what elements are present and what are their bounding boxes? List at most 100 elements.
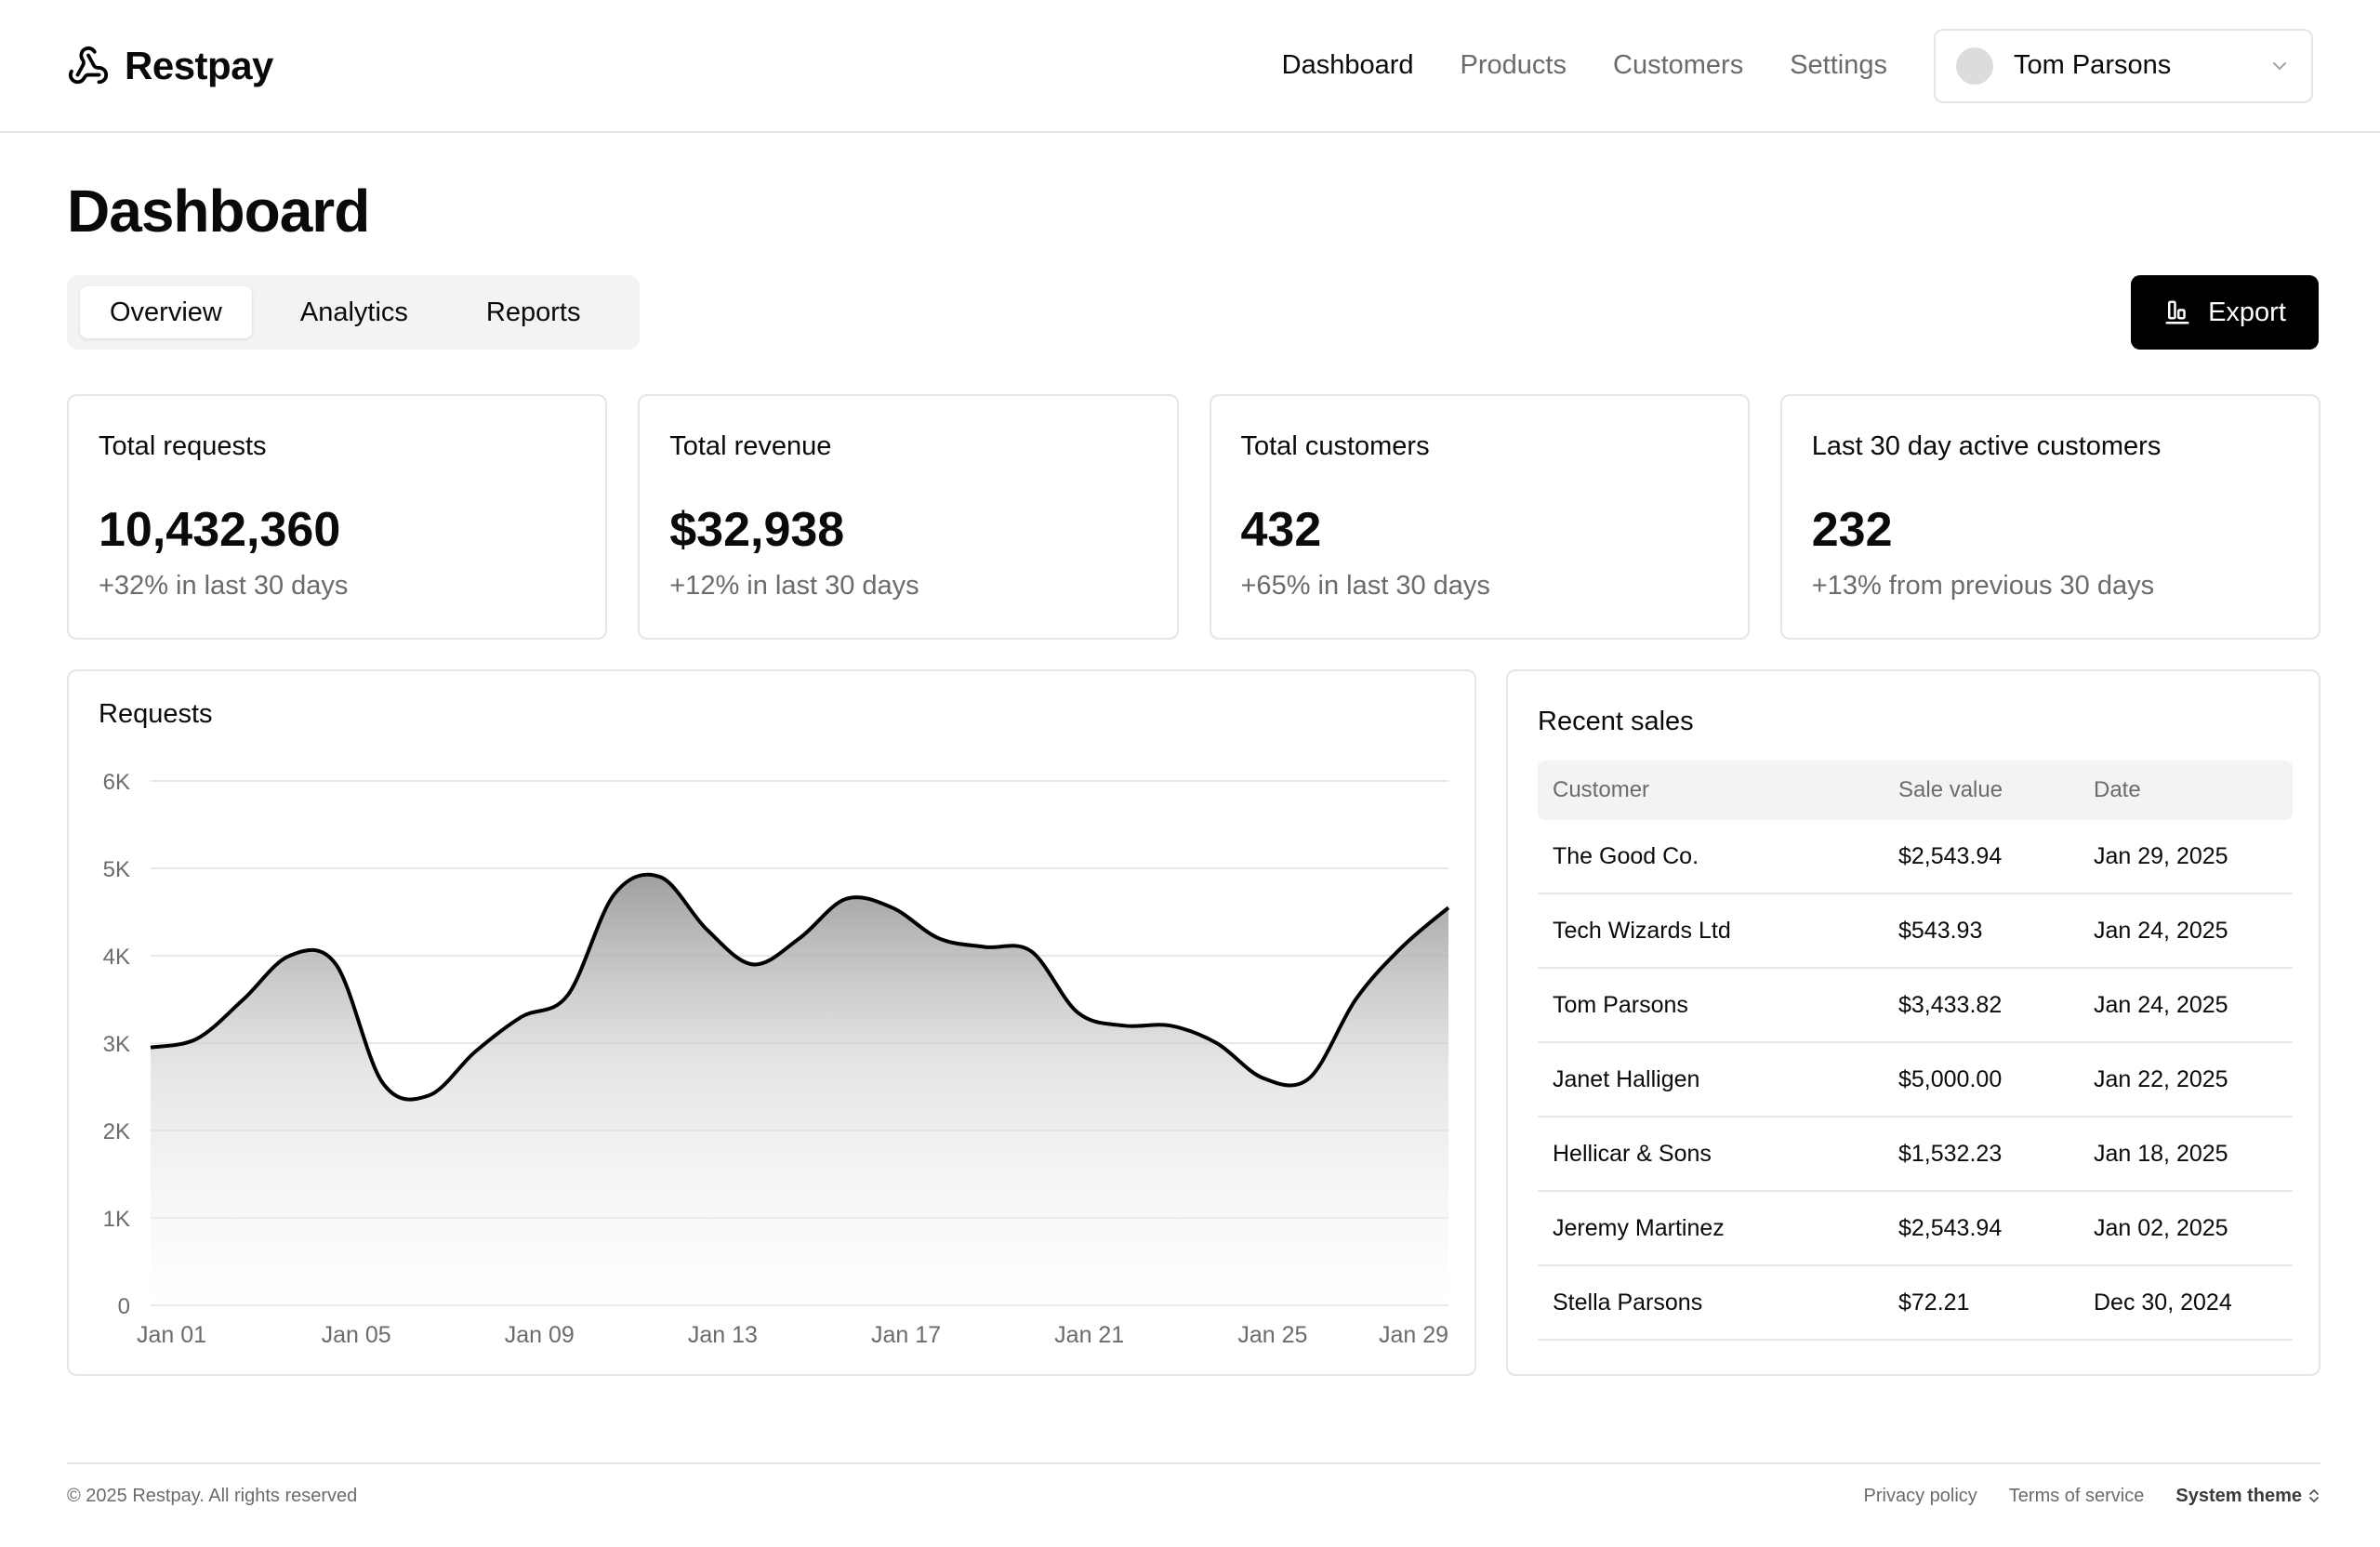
- customer-cell: Janet Halligen: [1553, 1065, 1700, 1092]
- data-point[interactable]: [607, 887, 622, 902]
- table-row[interactable]: Janet Halligen $5,000.00 Jan 22, 2025: [1538, 1043, 2293, 1117]
- privacy-policy-link[interactable]: Privacy policy: [1863, 1485, 1977, 1506]
- tab-reports[interactable]: Reports: [485, 298, 581, 327]
- data-point[interactable]: [1348, 992, 1363, 1007]
- brand[interactable]: Restpay: [67, 44, 273, 88]
- sale-value-cell: $3,433.82: [1898, 991, 2003, 1018]
- date-cell: Jan 18, 2025: [2094, 1140, 2228, 1167]
- date-cell: Jan 29, 2025: [2094, 842, 2228, 869]
- data-point[interactable]: [653, 869, 668, 884]
- data-point[interactable]: [1070, 1005, 1085, 1020]
- export-button[interactable]: Export: [2131, 275, 2319, 350]
- data-point[interactable]: [190, 1031, 205, 1046]
- table-header: Customer Sale value Date: [1538, 760, 2293, 820]
- date-cell: Jan 24, 2025: [2094, 991, 2228, 1018]
- stat-change: +32% in last 30 days: [99, 571, 349, 601]
- table-row[interactable]: Stella Parsons $72.21 Dec 30, 2024: [1538, 1266, 2293, 1341]
- data-point[interactable]: [839, 892, 853, 906]
- sales-title: Recent sales: [1538, 707, 1694, 736]
- tab-analytics[interactable]: Analytics: [299, 298, 408, 327]
- y-tick-label: 4K: [103, 945, 130, 970]
- data-point[interactable]: [699, 922, 714, 937]
- page-title: Dashboard: [67, 178, 370, 245]
- data-point[interactable]: [1441, 900, 1456, 915]
- table-row[interactable]: The Good Co. $2,543.94 Jan 29, 2025: [1538, 820, 2293, 894]
- table-row[interactable]: Tech Wizards Ltd $543.93 Jan 24, 2025: [1538, 894, 2293, 969]
- customer-cell: Stella Parsons: [1553, 1289, 1703, 1316]
- data-point[interactable]: [468, 1044, 483, 1059]
- data-point[interactable]: [1117, 1018, 1131, 1033]
- sale-value-cell: $543.93: [1898, 917, 1983, 944]
- customer-cell: The Good Co.: [1553, 842, 1699, 869]
- table-row[interactable]: Tom Parsons $3,433.82 Jan 24, 2025: [1538, 969, 2293, 1043]
- tab-overview[interactable]: Overview: [80, 286, 252, 338]
- nav-item-dashboard[interactable]: Dashboard: [1281, 50, 1414, 80]
- customer-cell: Hellicar & Sons: [1553, 1140, 1712, 1167]
- footer-links: Privacy policy Terms of service System t…: [1864, 1486, 2320, 1507]
- theme-selector[interactable]: System theme: [2175, 1486, 2320, 1507]
- data-point[interactable]: [236, 992, 251, 1007]
- data-point[interactable]: [792, 931, 807, 945]
- requests-series-line: [150, 872, 1450, 1102]
- x-tick-label: Jan 05: [322, 1322, 391, 1348]
- view-tabs: Overview Analytics Reports: [67, 275, 640, 350]
- data-point[interactable]: [283, 948, 298, 963]
- data-point[interactable]: [1395, 940, 1409, 955]
- stat-value: $32,938: [669, 503, 845, 557]
- table-row[interactable]: Jeremy Martinez $2,543.94 Jan 02, 2025: [1538, 1192, 2293, 1266]
- top-header: Restpay Dashboard Products Customers Set…: [0, 0, 2380, 133]
- column-header-date[interactable]: Date: [2094, 777, 2141, 802]
- stat-value: 10,432,360: [99, 503, 341, 557]
- y-tick-label: 1K: [103, 1207, 130, 1232]
- data-point[interactable]: [375, 1075, 390, 1090]
- data-point[interactable]: [1163, 1018, 1178, 1033]
- stat-change: +65% in last 30 days: [1240, 571, 1490, 601]
- copyright-text: © 2025 Restpay. All rights reserved: [67, 1485, 358, 1506]
- column-header-customer[interactable]: Customer: [1553, 777, 1650, 802]
- nav-item-products[interactable]: Products: [1460, 50, 1567, 80]
- nav-item-settings[interactable]: Settings: [1790, 50, 1887, 80]
- data-point[interactable]: [561, 987, 575, 1002]
- data-point[interactable]: [746, 957, 760, 972]
- sale-value-cell: $72.21: [1898, 1289, 1970, 1316]
- user-name: Tom Parsons: [2014, 50, 2172, 80]
- y-tick-label: 5K: [103, 857, 130, 882]
- theme-label: System theme: [2175, 1485, 2302, 1506]
- terms-of-service-link[interactable]: Terms of service: [2008, 1485, 2145, 1506]
- data-point[interactable]: [977, 940, 992, 955]
- chevron-down-icon: [2273, 61, 2286, 70]
- table-row[interactable]: Hellicar & Sons $1,532.23 Jan 18, 2025: [1538, 1117, 2293, 1192]
- data-point[interactable]: [143, 1040, 158, 1055]
- data-point[interactable]: [1256, 1071, 1271, 1086]
- x-tick-label: Jan 09: [505, 1322, 575, 1348]
- user-menu-dropdown[interactable]: Tom Parsons: [1934, 28, 2313, 103]
- data-point[interactable]: [514, 1010, 529, 1025]
- nav-item-customers[interactable]: Customers: [1613, 50, 1744, 80]
- stat-card-total-customers: Total customers 432 +65% in last 30 days: [1209, 394, 1750, 640]
- sale-value-cell: $2,543.94: [1898, 842, 2003, 869]
- date-cell: Jan 24, 2025: [2094, 917, 2228, 944]
- sale-value-cell: $5,000.00: [1898, 1065, 2003, 1092]
- data-point[interactable]: [1024, 944, 1038, 959]
- data-point[interactable]: [421, 1088, 436, 1103]
- stat-change: +13% from previous 30 days: [1811, 571, 2155, 601]
- brand-name: Restpay: [125, 43, 273, 87]
- x-tick-label: Jan 13: [688, 1322, 758, 1348]
- data-point[interactable]: [328, 957, 343, 972]
- stat-value: 432: [1240, 503, 1322, 557]
- data-point[interactable]: [932, 931, 946, 945]
- stat-label: Total revenue: [669, 431, 832, 461]
- x-tick-label: Jan 17: [871, 1322, 941, 1348]
- data-point[interactable]: [885, 900, 900, 915]
- data-point[interactable]: [1302, 1071, 1316, 1086]
- column-header-sale-value[interactable]: Sale value: [1898, 777, 2003, 802]
- stat-label: Last 30 day active customers: [1811, 431, 2162, 461]
- stat-label: Total customers: [1240, 431, 1430, 461]
- data-point[interactable]: [1210, 1036, 1224, 1051]
- stat-card-active-customers: Last 30 day active customers 232 +13% fr…: [1779, 394, 2320, 640]
- page-footer: © 2025 Restpay. All rights reserved Priv…: [67, 1462, 2320, 1527]
- x-tick-label: Jan 25: [1237, 1322, 1307, 1348]
- y-tick-label: 0: [118, 1294, 130, 1319]
- chart-title: Requests: [99, 699, 213, 729]
- sale-value-cell: $2,543.94: [1898, 1214, 2003, 1241]
